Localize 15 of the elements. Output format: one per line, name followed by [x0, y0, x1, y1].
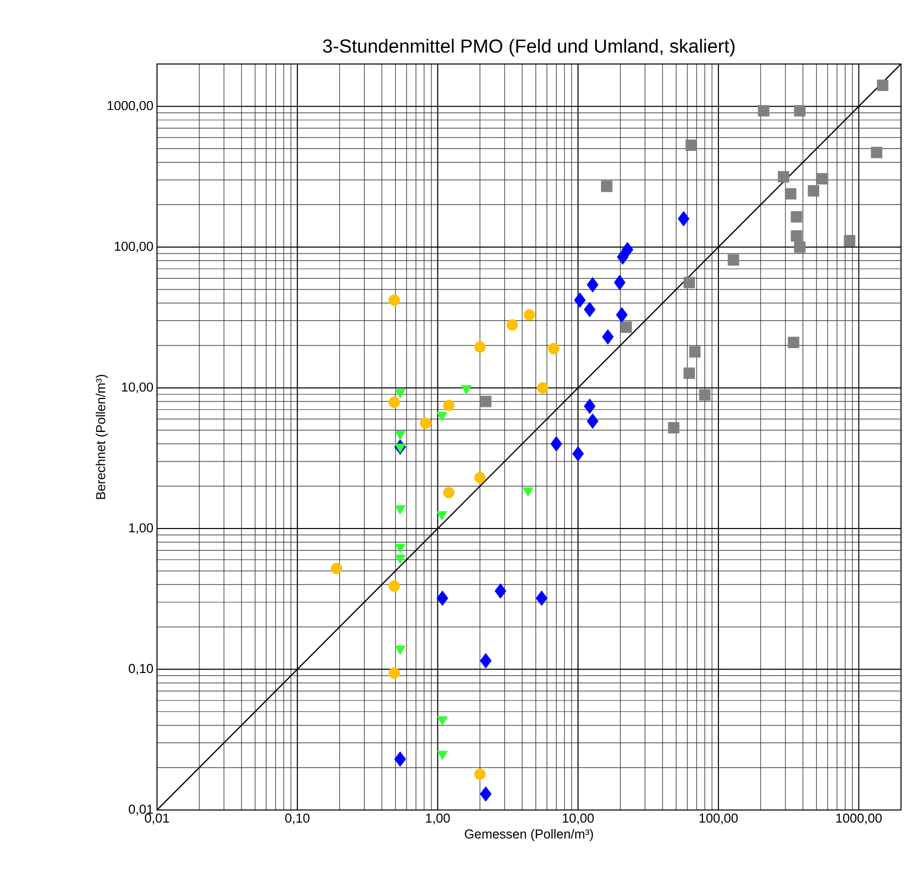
- y-axis-title: Berechnet (Pollen/m³): [96, 374, 108, 499]
- y-tick-label: 100,00: [114, 242, 153, 252]
- y-tick-label: 1000,00: [108, 101, 153, 112]
- y-tick-label: 0,10: [128, 664, 153, 675]
- y-tick-label: 1,00: [129, 523, 153, 534]
- x-tick-label: 1000,00: [836, 814, 882, 824]
- y-tick-label: 10,00: [122, 382, 153, 394]
- y-tick-label: 0,01: [128, 804, 153, 816]
- x-axis-title: Gemessen (Pollen/m³): [464, 829, 593, 842]
- x-tick-label: 0,10: [285, 814, 310, 824]
- x-tick-label: 0,01: [144, 814, 169, 824]
- x-tick-label: 1,00: [426, 814, 450, 824]
- x-tick-label: 10,00: [562, 814, 594, 824]
- chart-title: 3-Stundenmittel PMO (Feld und Umland, skaliert): [322, 38, 734, 56]
- x-tick-label: 100,00: [700, 814, 738, 824]
